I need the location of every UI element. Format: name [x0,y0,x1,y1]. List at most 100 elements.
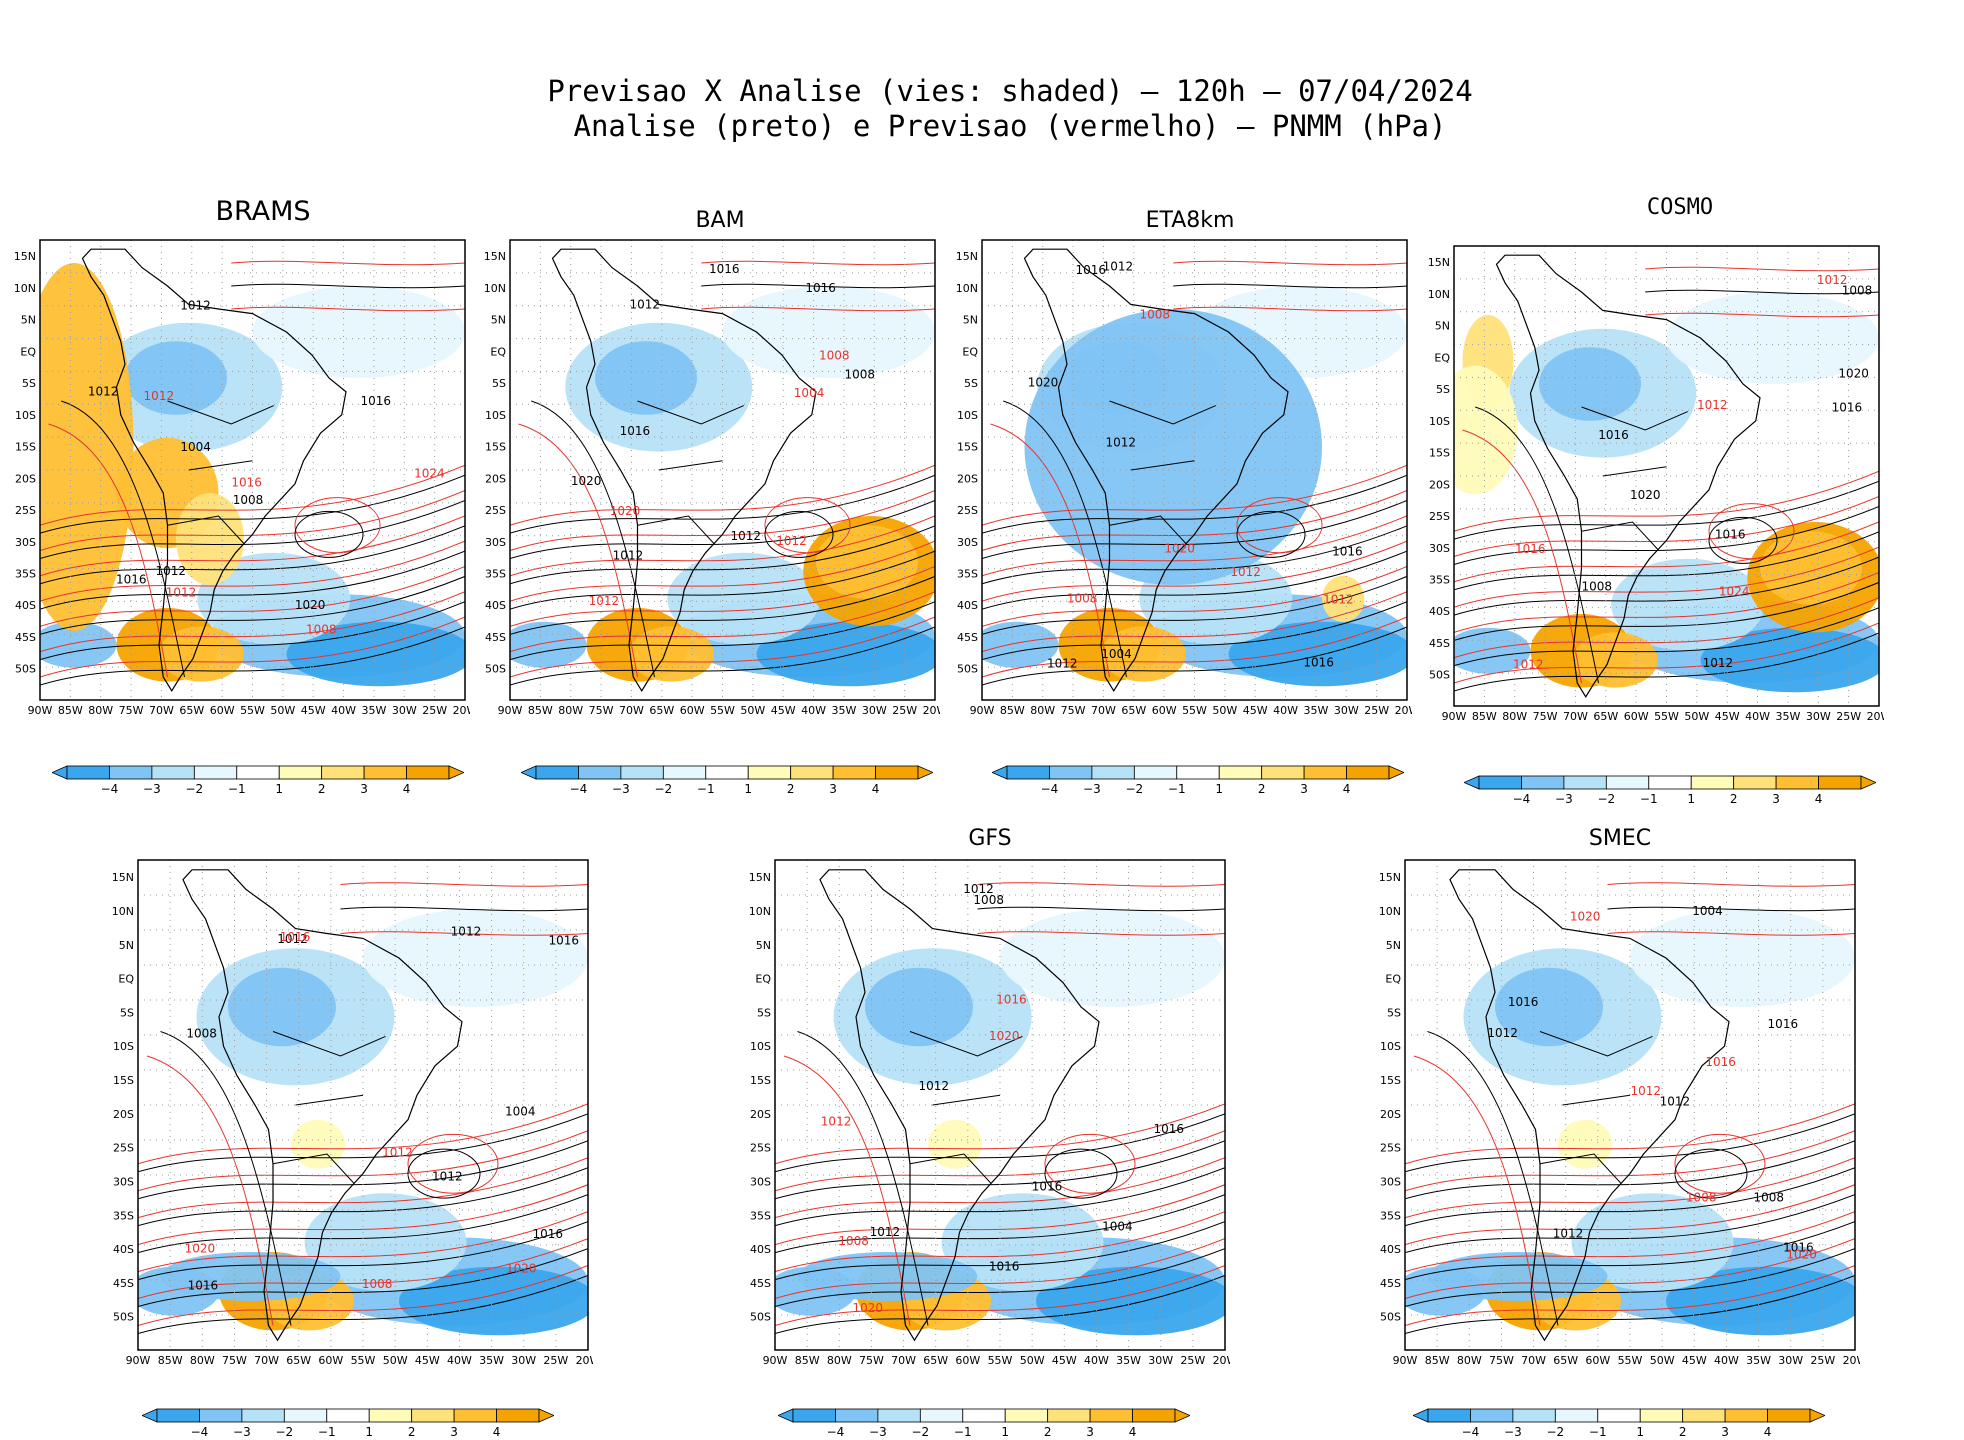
colorbar-label: 2 [1044,1425,1052,1436]
contour-label: 1012 [776,534,807,548]
colorbar-label: −1 [954,1425,972,1436]
colorbar-label: 3 [450,1425,458,1436]
colorbar-label: 4 [1764,1425,1772,1436]
lat-tick-label: 40S [113,1243,134,1256]
colorbar-label: 4 [872,782,880,796]
contour-label: 1016 [188,1278,219,1292]
map-panel-cosmo: 1016 1012 1008 1012 1016 1020 1024 1020 1016 1012… [1414,236,1892,756]
lat-tick-label: 50S [485,663,506,676]
contour-label: 1012 [88,384,119,398]
lon-tick-label: 45W [1682,1354,1707,1367]
lat-tick-label: 15S [1380,1074,1401,1087]
contour-label: 1016 [116,573,147,587]
colorbar-svg: −4 −3 −2 −1 1 2 3 4 [140,1408,556,1439]
contour-label: 1012 [1817,273,1848,287]
lon-tick-label: 75W [1489,1354,1514,1367]
contour-label: 1016 [996,992,1027,1006]
contour-label: 1012 [1703,656,1734,670]
colorbar-label: 2 [1730,792,1738,806]
contour-label: 1008 [1842,283,1873,297]
lat-tick-label: 35S [750,1209,771,1222]
lat-tick-label: 15S [485,441,506,454]
lat-tick-label: 45S [957,631,978,644]
lat-tick-label: 30S [1380,1175,1401,1188]
lat-tick-label: 5S [1436,383,1450,396]
map-svg: 1016101210081012101610201024102010161012… [1428,245,1892,723]
lat-tick-label: 50S [957,663,978,676]
lat-tick-label: 40S [750,1243,771,1256]
lat-tick-label: 15S [750,1074,771,1087]
lat-tick-label: 35S [15,568,36,581]
lon-tick-label: 85W [1425,1354,1450,1367]
lat-tick-label: 40S [15,599,36,612]
lon-tick-label: 75W [1533,710,1558,723]
lon-tick-label: 70W [254,1354,279,1367]
lat-tick-label: 45S [1380,1277,1401,1290]
contour-label: 1020 [1164,541,1195,555]
colorbar-smec: −4 −3 −2 −1 1 2 3 4 [1411,1407,1827,1439]
lon-tick-label: 35W [361,704,386,717]
lon-tick-label: 80W [1457,1354,1482,1367]
colorbar-label: −4 [1041,782,1059,796]
colorbar-label: 3 [1086,1425,1094,1436]
lon-tick-label: 90W [498,704,523,717]
colorbar-label: −1 [1640,792,1658,806]
lat-tick-label: 15S [113,1074,134,1087]
colorbar-svg: −4 −3 −2 −1 1 2 3 4 [1411,1408,1827,1439]
lat-tick-label: 35S [1380,1209,1401,1222]
lat-tick-label: 20S [113,1108,134,1121]
lat-tick-label: 30S [1429,542,1450,555]
lon-tick-label: 85W [795,1354,820,1367]
lon-tick-label: 60W [1624,710,1649,723]
lat-tick-label: 10N [112,905,134,918]
lon-tick-label: 20W [453,704,470,717]
map-panel-brams: 1008 1012 1012 1012 1016 1020 1024 1004 1008 1012… [0,230,478,750]
lon-tick-label: 20W [1395,704,1412,717]
lon-tick-label: 40W [1273,704,1298,717]
contour-label: 1020 [571,474,602,488]
colorbar-label: 1 [1215,782,1223,796]
map-svg: 1012 1016 1012 1008 1012 1016 1020 1012 1008 1004… [484,239,948,717]
panel-title-gfs: GFS [968,826,1012,851]
contour-label: 1008 [1139,308,1170,322]
contour-label: 1012 [1660,1095,1691,1109]
lon-tick-label: 55W [1618,1354,1643,1367]
contour-label: 1012 [589,594,620,608]
lon-tick-label: 50W [383,1354,408,1367]
contour-label: 1016 [1332,544,1363,558]
contour-label: 1008 [186,1027,217,1041]
panel-title-brams: BRAMS [215,196,311,227]
lon-tick-label: 20W [923,704,940,717]
lat-tick-label: 35S [957,568,978,581]
lat-tick-label: 50S [1380,1311,1401,1324]
map-svg: 1012101610121008101210161020101210041008… [956,239,1420,717]
lon-tick-label: 75W [589,704,614,717]
contour-label: 1016 [360,394,391,408]
lon-tick-label: 45W [1052,1354,1077,1367]
lat-tick-label: 5N [756,939,771,952]
lon-tick-label: 35W [1116,1354,1141,1367]
contour-label: 1008 [233,493,264,507]
contour-label: 1020 [295,598,326,612]
lat-tick-label: 5N [963,314,978,327]
colorbar-label: 1 [365,1425,373,1436]
contour-label: 1012 [166,585,197,599]
colorbar-label: −1 [228,782,246,796]
lon-tick-label: 85W [58,704,83,717]
lon-tick-label: 30W [511,1354,536,1367]
lat-tick-label: 25S [750,1142,771,1155]
colorbar-label: −3 [1504,1425,1522,1436]
colorbar-brams: −4 −3 −2 −1 1 2 3 4 [50,764,466,804]
colorbar-svg: −4 −3 −2 −1 1 2 3 4 [50,765,466,796]
lat-tick-label: EQ [962,345,978,358]
contour-label: 1012 [1230,565,1261,579]
lon-tick-label: 90W [763,1354,788,1367]
map-panel-eta8km: 1012 1016 1012 1008 1012 1016 1020 1012 1004 1008… [942,230,1420,750]
lon-tick-label: 70W [1521,1354,1546,1367]
colorbar-label: −2 [911,1425,929,1436]
colorbar-cosmo: −4 −3 −2 −1 1 2 3 4 [1462,774,1878,814]
lat-tick-label: 35S [485,568,506,581]
lat-tick-label: 5S [492,377,506,390]
colorbar-label: −4 [827,1425,845,1436]
